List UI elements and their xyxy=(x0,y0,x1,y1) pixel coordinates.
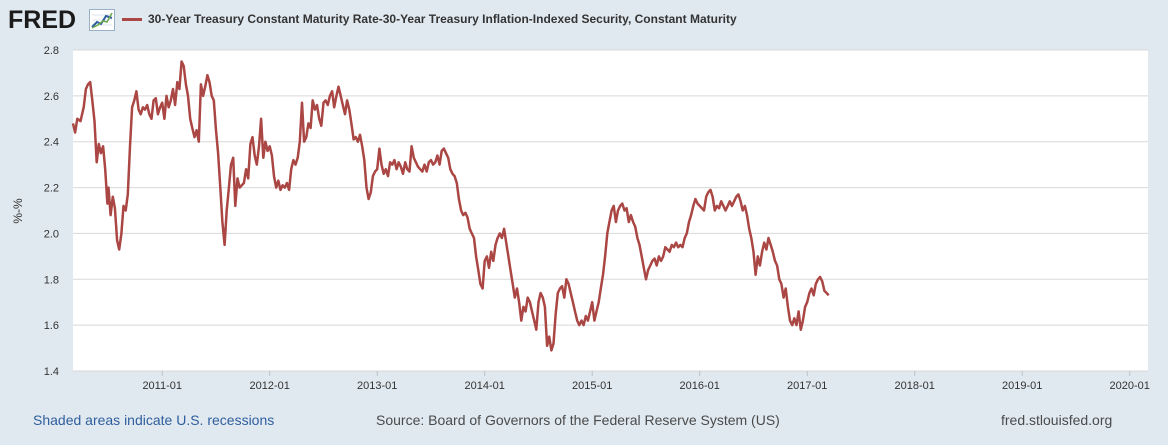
x-tick-label: 2012-01 xyxy=(250,380,290,392)
x-tick-label: 2019-01 xyxy=(1002,380,1042,392)
y-tick-label: 2.2 xyxy=(44,183,59,195)
source-note: Source: Board of Governors of the Federa… xyxy=(376,412,780,428)
fred-logo-text: FRED xyxy=(8,6,77,34)
legend-swatch xyxy=(122,18,142,21)
y-tick-label: 2.4 xyxy=(44,137,59,149)
x-tick-label: 2017-01 xyxy=(787,380,827,392)
y-axis-label: %-% xyxy=(11,198,25,224)
x-tick-label: 2020-01 xyxy=(1110,380,1150,392)
x-tick-label: 2018-01 xyxy=(895,380,935,392)
x-tick-labels: 2011-01 2012-01 2013-01 2014-01 2015-01 2016-… xyxy=(142,371,1150,392)
series-line xyxy=(71,60,830,352)
y-tick-label: 2.8 xyxy=(44,45,59,57)
x-tick-label: 2011-01 xyxy=(142,380,182,392)
y-tick-label: 1.8 xyxy=(44,274,59,286)
x-tick-label: 2015-01 xyxy=(572,380,612,392)
recession-note-link[interactable]: Shaded areas indicate U.S. recessions xyxy=(33,412,275,428)
y-tick-labels: 1.4 1.6 1.8 2.0 2.2 2.4 2.6 2.8 xyxy=(44,45,59,378)
chart-legend: 30-Year Treasury Constant Maturity Rate-… xyxy=(122,11,737,27)
fred-logo[interactable]: FRED xyxy=(8,6,76,34)
y-tick-label: 2.0 xyxy=(44,228,59,240)
x-tick-label: 2016-01 xyxy=(680,380,720,392)
x-tick-label: 2014-01 xyxy=(465,380,505,392)
y-tick-label: 1.4 xyxy=(44,366,59,378)
legend-series-label: 30-Year Treasury Constant Maturity Rate-… xyxy=(148,12,737,26)
x-tick-label: 2013-01 xyxy=(357,380,397,392)
fred-chart-icon xyxy=(89,9,115,31)
chart-plot: 1.41.61.82.02.22.42.62.8 2011-01 2012-01 2… xyxy=(11,45,1150,392)
y-tick-label: 2.6 xyxy=(44,91,59,103)
site-link[interactable]: fred.stlouisfed.org xyxy=(1001,412,1113,428)
y-tick-label: 1.6 xyxy=(44,320,59,332)
